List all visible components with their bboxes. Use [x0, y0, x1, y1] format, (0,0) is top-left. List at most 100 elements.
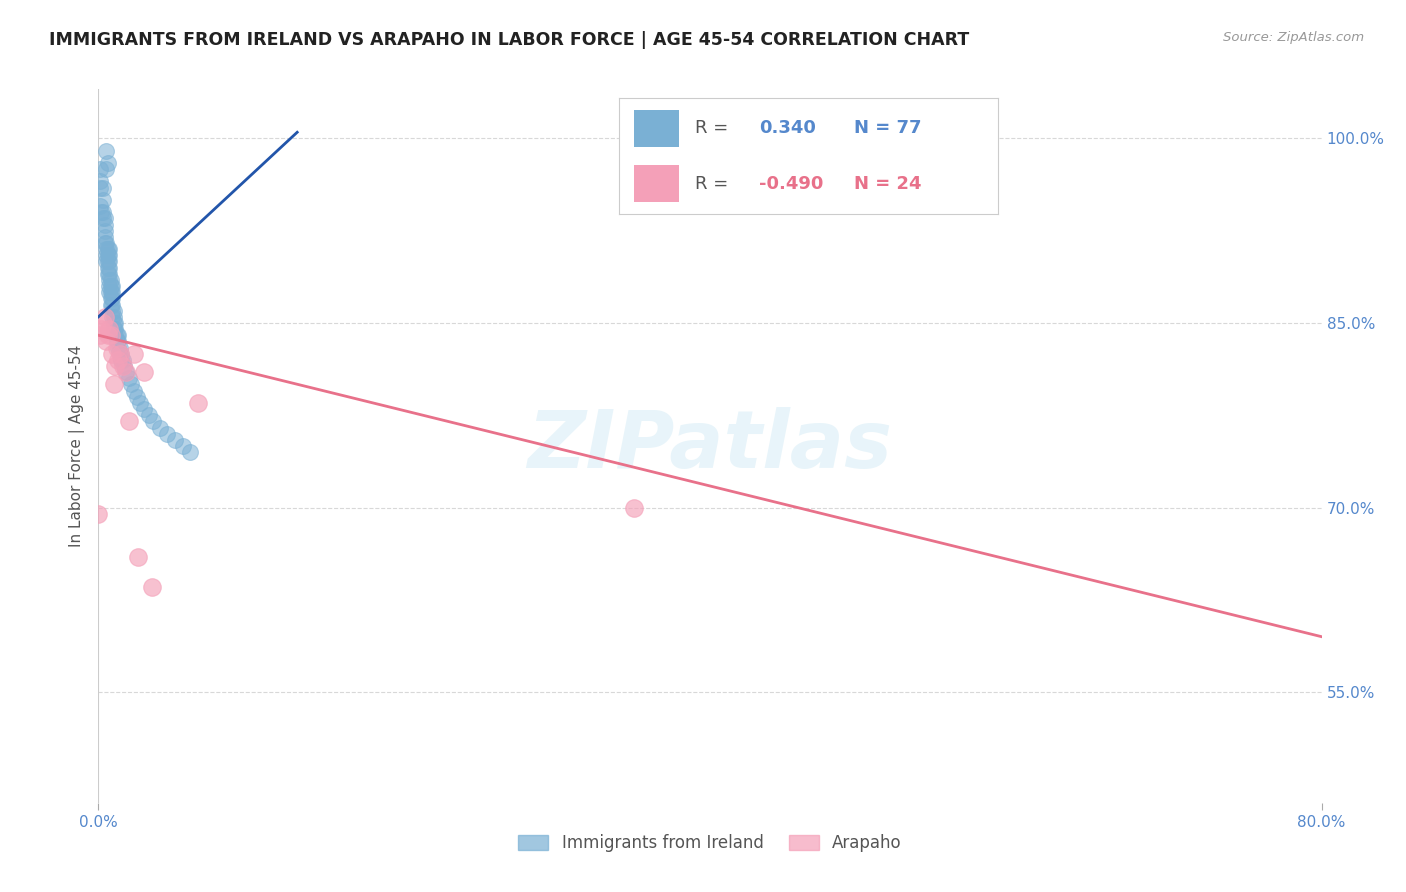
Point	[98, 285, 121, 300]
Text: Source: ZipAtlas.com: Source: ZipAtlas.com	[1223, 31, 1364, 45]
Point	[93, 211, 115, 226]
Point	[104, 316, 127, 330]
Point	[93, 310, 115, 324]
Point	[94, 242, 117, 256]
Text: N = 77: N = 77	[853, 120, 921, 137]
Point	[187, 396, 209, 410]
Point	[108, 347, 131, 361]
Point	[100, 291, 122, 305]
Point	[101, 279, 124, 293]
Point	[87, 507, 110, 521]
Point	[98, 248, 121, 262]
Text: N = 24: N = 24	[853, 175, 921, 193]
Point	[111, 352, 134, 367]
Point	[101, 347, 124, 361]
Point	[97, 328, 120, 343]
Point	[93, 230, 115, 244]
Point	[179, 445, 201, 459]
Point	[105, 328, 128, 343]
Point	[107, 341, 129, 355]
Point	[115, 365, 138, 379]
Point	[105, 334, 128, 349]
Point	[134, 402, 156, 417]
Point	[138, 409, 160, 423]
Point	[103, 322, 125, 336]
Point	[122, 384, 145, 398]
Point	[112, 359, 135, 373]
Point	[91, 211, 114, 226]
Point	[623, 500, 645, 515]
Point	[107, 328, 129, 343]
Point	[98, 267, 121, 281]
Point	[125, 390, 148, 404]
Point	[101, 297, 124, 311]
Point	[149, 420, 172, 434]
Point	[93, 224, 115, 238]
Point	[94, 248, 117, 262]
Point	[91, 316, 114, 330]
Point	[108, 347, 131, 361]
Text: IMMIGRANTS FROM IRELAND VS ARAPAHO IN LABOR FORCE | AGE 45-54 CORRELATION CHART: IMMIGRANTS FROM IRELAND VS ARAPAHO IN LA…	[49, 31, 970, 49]
Point	[115, 365, 138, 379]
Text: ZIPatlas: ZIPatlas	[527, 407, 893, 485]
Point	[101, 303, 124, 318]
Point	[94, 254, 117, 268]
Point	[90, 205, 112, 219]
Point	[93, 235, 115, 250]
Point	[118, 371, 141, 385]
Point	[100, 273, 122, 287]
Point	[101, 291, 124, 305]
Point	[94, 144, 117, 158]
Text: 0.340: 0.340	[759, 120, 815, 137]
Legend: Immigrants from Ireland, Arapaho: Immigrants from Ireland, Arapaho	[512, 828, 908, 859]
Point	[107, 334, 129, 349]
Point	[128, 396, 150, 410]
Point	[103, 310, 125, 324]
Point	[110, 352, 132, 367]
Point	[100, 297, 122, 311]
Point	[94, 162, 117, 177]
Point	[93, 218, 115, 232]
Point	[97, 267, 120, 281]
Point	[104, 322, 127, 336]
Point	[98, 322, 121, 336]
Point	[101, 310, 124, 324]
Point	[105, 341, 128, 355]
Point	[98, 273, 121, 287]
Point	[107, 352, 129, 367]
Point	[89, 174, 111, 188]
Point	[104, 328, 127, 343]
Point	[163, 433, 186, 447]
Point	[97, 260, 120, 275]
Point	[89, 199, 111, 213]
Point	[110, 347, 132, 361]
Point	[98, 242, 121, 256]
Point	[103, 377, 125, 392]
Point	[103, 316, 125, 330]
Point	[172, 439, 194, 453]
Point	[98, 260, 121, 275]
Point	[101, 285, 124, 300]
Point	[104, 359, 127, 373]
Point	[98, 279, 121, 293]
Bar	[634, 110, 679, 147]
Text: -0.490: -0.490	[759, 175, 824, 193]
Point	[142, 414, 165, 428]
Point	[89, 162, 111, 177]
Y-axis label: In Labor Force | Age 45-54: In Labor Force | Age 45-54	[69, 345, 86, 547]
Point	[127, 549, 149, 564]
Point	[156, 426, 179, 441]
Text: R =: R =	[695, 175, 728, 193]
Point	[118, 414, 141, 428]
Point	[100, 328, 122, 343]
Point	[97, 248, 120, 262]
Point	[134, 365, 156, 379]
Point	[120, 377, 142, 392]
Text: R =: R =	[695, 120, 728, 137]
Point	[97, 156, 120, 170]
Point	[108, 341, 131, 355]
Point	[103, 303, 125, 318]
Point	[91, 180, 114, 194]
Point	[141, 581, 163, 595]
Bar	[634, 165, 679, 202]
